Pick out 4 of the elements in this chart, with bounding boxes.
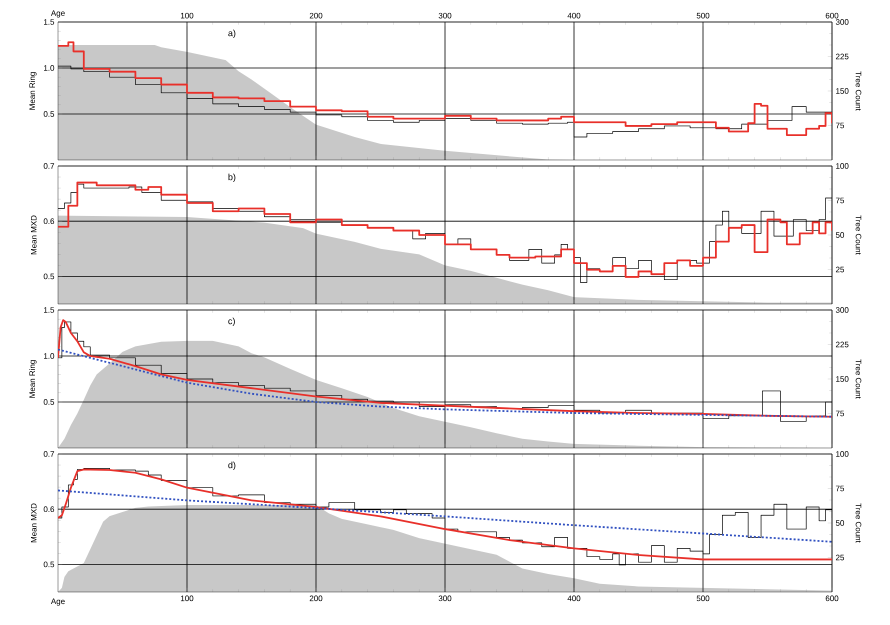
annotation: b) [228, 174, 236, 182]
annotation: c) [228, 318, 235, 326]
annotation: d) [228, 462, 236, 470]
annotation: a) [228, 30, 236, 38]
